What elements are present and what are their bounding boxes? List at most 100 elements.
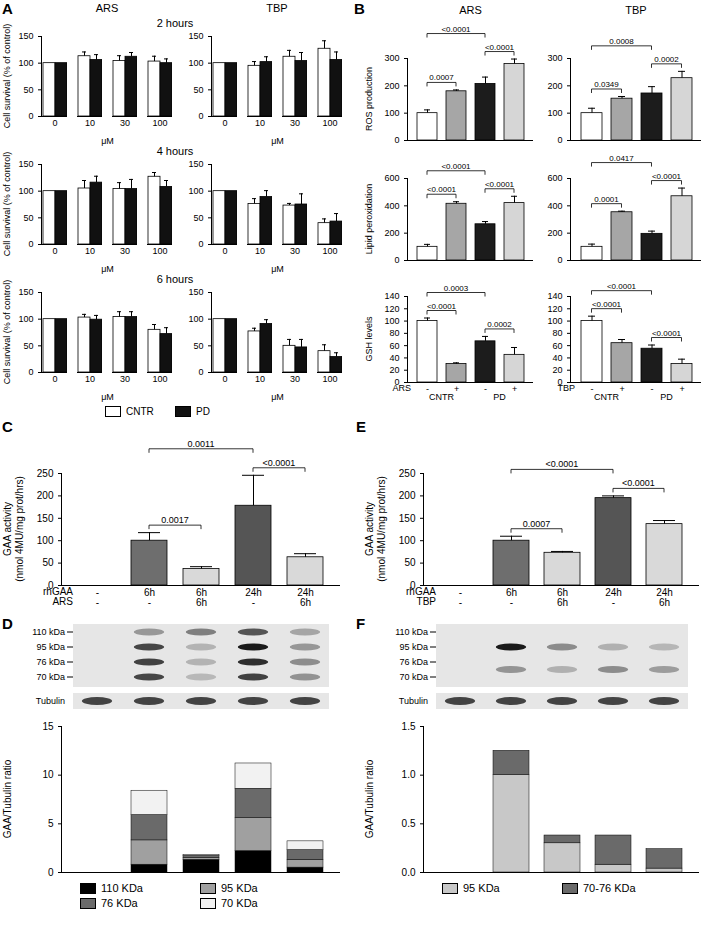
svg-text:<0.0001: <0.0001 [652,172,682,181]
svg-text:Cell survival (% of control): Cell survival (% of control) [2,152,12,257]
svg-text:0: 0 [198,111,203,121]
svg-text:0.0002: 0.0002 [487,320,512,329]
svg-text:150: 150 [399,513,416,524]
svg-text:100: 100 [152,246,167,256]
svg-text:10: 10 [85,246,95,256]
svg-text:50: 50 [404,557,416,568]
svg-text:24h-: 24h- [605,587,622,608]
svg-text:Cell survival (% of control): Cell survival (% of control) [2,24,12,129]
svg-text:<0.0001: <0.0001 [427,302,457,311]
svg-text:(nmol 4MU/mg prot/hrs): (nmol 4MU/mg prot/hrs) [376,476,387,582]
svg-text:300: 300 [547,53,562,63]
svg-text:ROS production: ROS production [364,67,374,131]
svg-text:150: 150 [37,513,54,524]
svg-text:0: 0 [52,118,57,128]
svg-text:10: 10 [255,374,265,384]
svg-text:200: 200 [384,228,399,238]
svg-text:50: 50 [193,213,203,223]
svg-text:Tubulin: Tubulin [36,696,65,706]
svg-text:100: 100 [547,316,562,326]
svg-text:Tubulin: Tubulin [399,696,428,706]
svg-text:70 kDa: 70 kDa [399,672,428,682]
svg-text:100: 100 [399,535,416,546]
svg-text:6h6h: 6h6h [557,587,568,608]
svg-text:0: 0 [52,374,57,384]
svg-text:95 kDa: 95 kDa [399,642,428,652]
svg-text:10: 10 [42,769,54,780]
svg-text:0: 0 [48,867,54,878]
svg-text:10: 10 [255,118,265,128]
svg-text:30: 30 [120,374,130,384]
svg-text:150: 150 [18,287,33,297]
svg-text:30: 30 [120,246,130,256]
svg-text:<0.0001: <0.0001 [441,162,471,171]
svg-text:50: 50 [23,85,33,95]
svg-text:150: 150 [188,287,203,297]
svg-text:120: 120 [384,304,399,314]
svg-text:<0.0001: <0.0001 [427,185,457,194]
svg-text:PD: PD [660,392,673,402]
svg-text:-: - [591,384,594,394]
svg-text:100: 100 [322,246,337,256]
svg-text:0: 0 [394,135,399,145]
svg-text:ARS: ARS [52,596,73,607]
svg-text:Lipid peroxidation: Lipid peroxidation [364,184,374,255]
svg-text:-: - [426,384,429,394]
svg-text:<0.0001: <0.0001 [485,43,515,52]
svg-text:CNTR: CNTR [429,392,454,402]
svg-text:50: 50 [193,85,203,95]
svg-text:95 kDa: 95 kDa [36,642,65,652]
svg-text:60: 60 [552,341,562,351]
svg-text:GAA/Tubulin ratio: GAA/Tubulin ratio [364,759,375,838]
svg-text:<0.0001: <0.0001 [622,478,655,488]
svg-text:0.0001: 0.0001 [594,195,619,204]
svg-text:10: 10 [255,246,265,256]
svg-text:Cell survival (% of control): Cell survival (% of control) [2,280,12,385]
svg-text:140: 140 [384,291,399,301]
svg-text:0: 0 [222,374,227,384]
svg-text:-: - [651,384,654,394]
svg-text:80: 80 [389,328,399,338]
svg-text:CNTR: CNTR [594,392,619,402]
svg-text:24h6h: 24h6h [297,587,314,608]
svg-text:0.0349: 0.0349 [594,80,619,89]
svg-text:<0.0001: <0.0001 [546,459,579,469]
svg-text:0.0007: 0.0007 [429,73,454,82]
svg-text:150: 150 [188,159,203,169]
svg-text:600: 600 [384,173,399,183]
svg-text:100: 100 [384,108,399,118]
svg-text:200: 200 [37,490,54,501]
svg-text:+: + [679,384,684,394]
svg-text:6h-: 6h- [144,587,155,608]
svg-text:10: 10 [85,118,95,128]
svg-text:200: 200 [399,490,416,501]
svg-text:0: 0 [52,246,57,256]
svg-text:+: + [454,384,459,394]
svg-text:0: 0 [48,580,54,591]
svg-text:5: 5 [48,818,54,829]
svg-text:<0.0001: <0.0001 [441,25,471,34]
svg-text:TBP: TBP [417,596,437,607]
svg-text:70 kDa: 70 kDa [36,672,65,682]
svg-text:GAA/Tubulin ratio: GAA/Tubulin ratio [2,759,13,838]
svg-text:0: 0 [394,255,399,265]
svg-text:--: -- [96,587,99,608]
svg-text:100: 100 [37,535,54,546]
svg-text:200: 200 [547,228,562,238]
svg-text:100: 100 [188,314,203,324]
svg-text:50: 50 [193,341,203,351]
svg-text:0.0: 0.0 [402,867,416,878]
svg-text:0.5: 0.5 [402,818,416,829]
svg-text:150: 150 [18,159,33,169]
svg-text:0: 0 [28,367,33,377]
svg-text:0.0003: 0.0003 [444,284,469,293]
svg-text:100: 100 [188,186,203,196]
svg-text:6h6h: 6h6h [196,587,207,608]
svg-text:110 kDa: 110 kDa [395,627,428,637]
svg-text:0.0011: 0.0011 [188,439,215,449]
svg-text:20: 20 [389,365,399,375]
svg-text:μM: μM [271,264,284,274]
svg-text:<0.0001: <0.0001 [485,180,515,189]
svg-text:GAA activity: GAA activity [364,502,375,556]
svg-text:0: 0 [410,580,416,591]
